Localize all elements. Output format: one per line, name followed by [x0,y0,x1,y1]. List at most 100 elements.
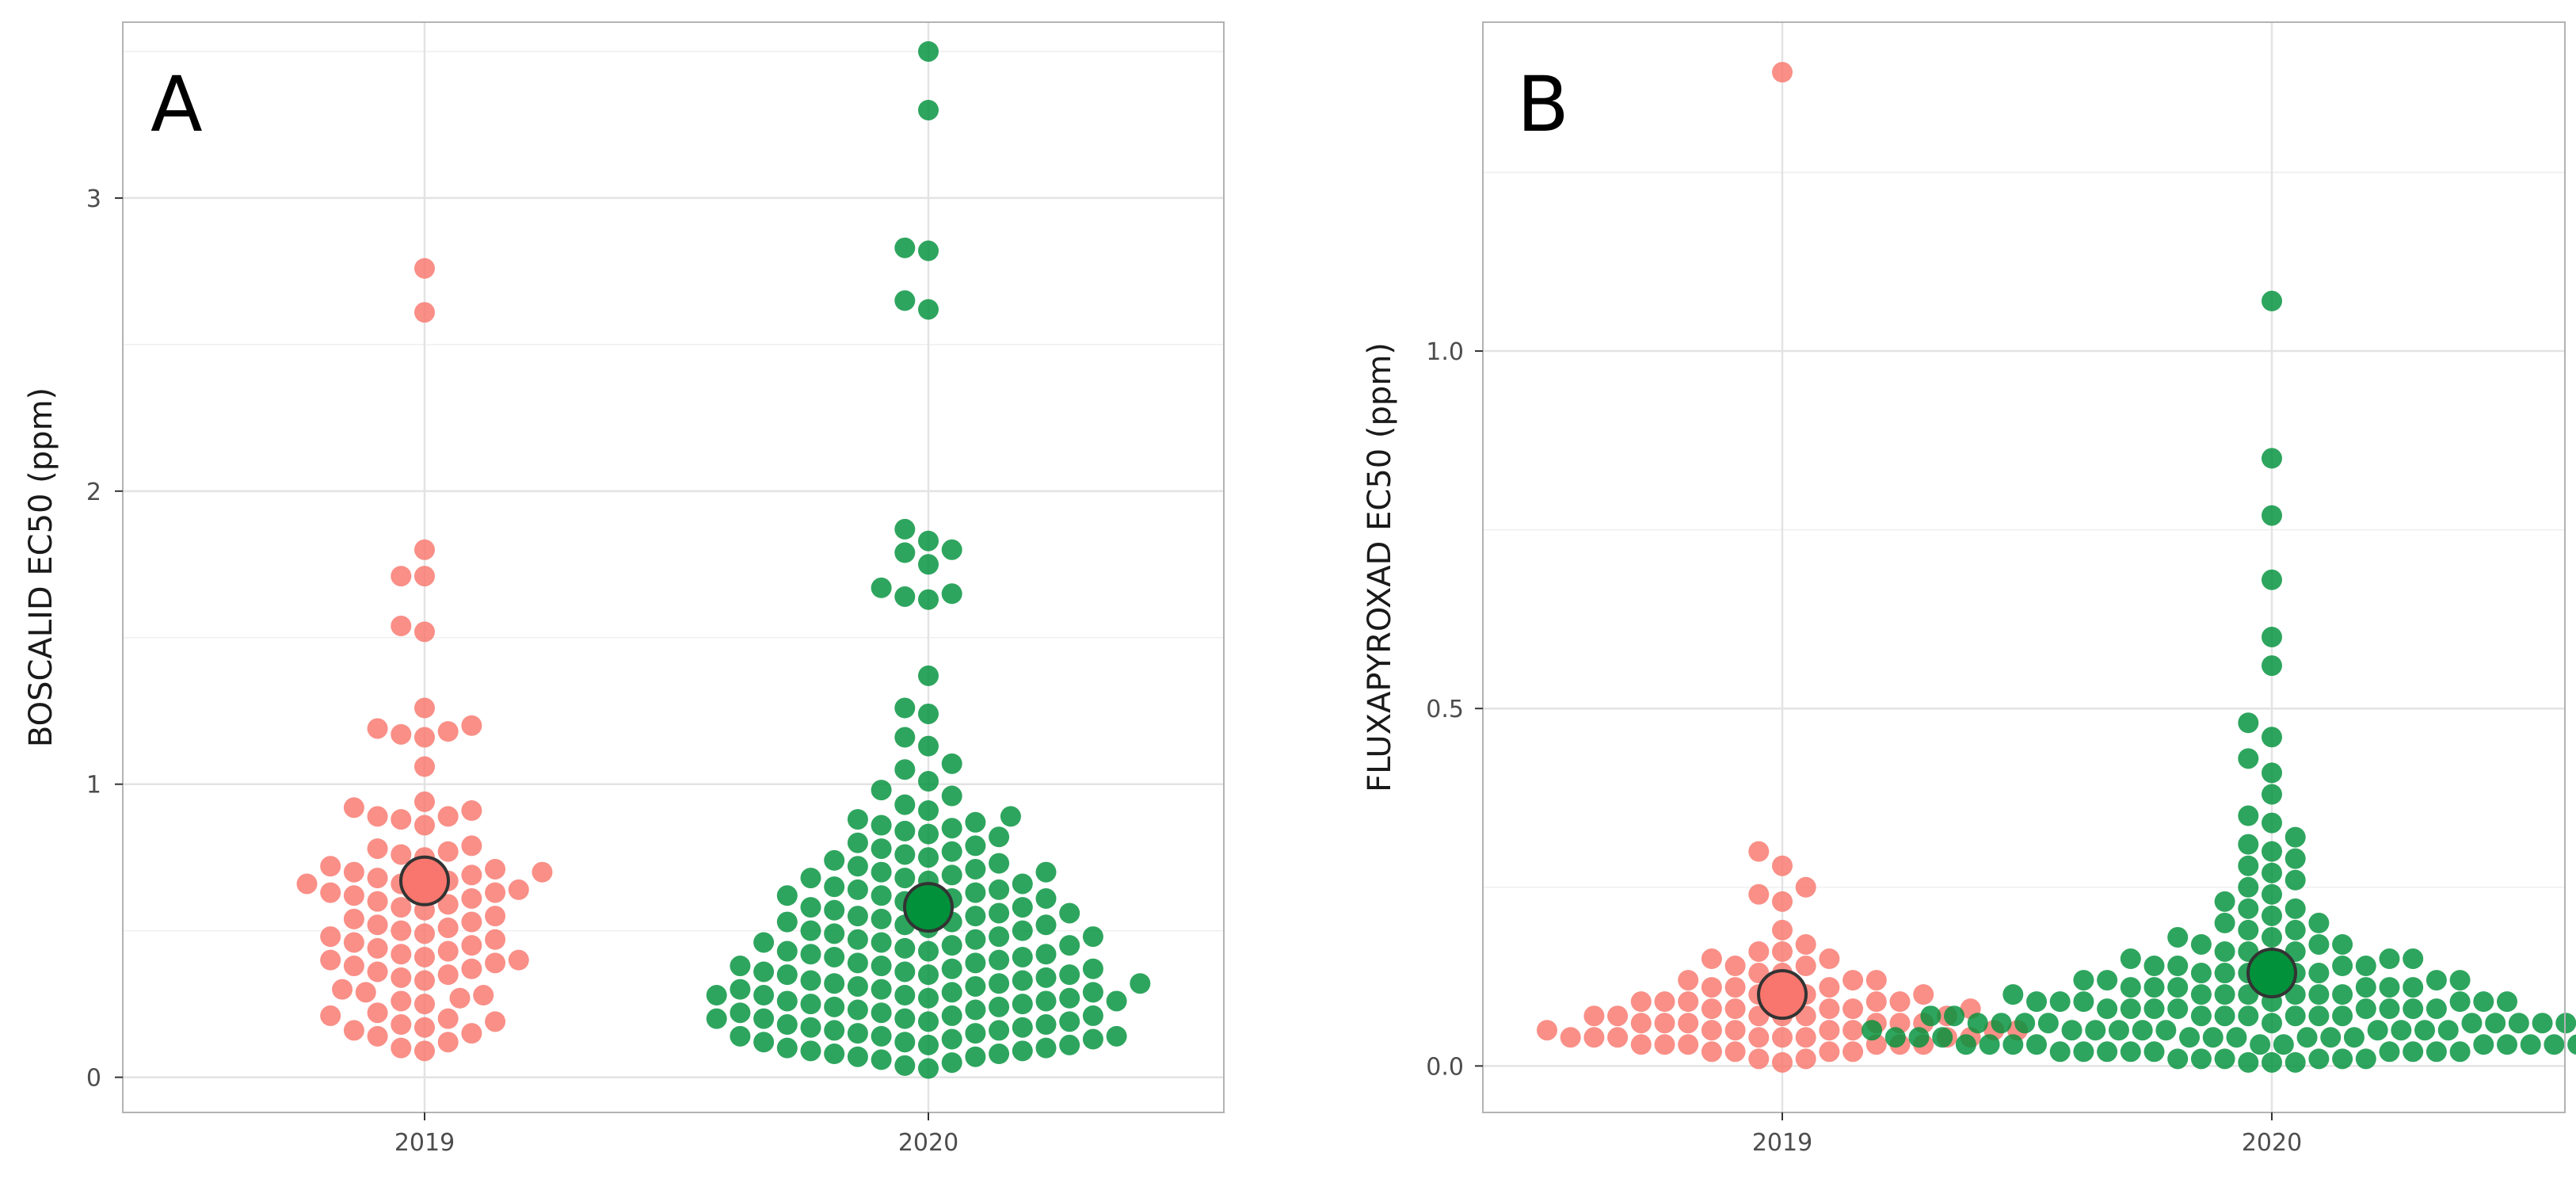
data-point-2020 [1012,946,1033,967]
data-point-2020 [2226,1027,2247,1048]
data-point-2020 [989,826,1010,848]
data-point-2020 [2379,948,2400,970]
data-point-2020 [941,1052,962,1074]
data-point-2019 [320,856,341,877]
data-point-2019 [461,911,482,933]
data-point-2020 [847,856,868,877]
data-point-2020 [2332,956,2353,977]
data-point-2020 [894,759,916,780]
x-tick-label: 2020 [2242,1129,2302,1157]
data-point-2020 [2190,984,2212,1005]
data-point-2020 [2120,1041,2141,1063]
data-point-2020 [871,1025,892,1047]
data-point-2020 [2403,1041,2424,1063]
data-point-2020 [2238,834,2259,855]
data-point-2020 [824,973,845,994]
data-point-2019 [414,1040,435,1062]
data-point-2020 [1862,1020,1883,1041]
data-point-2020 [918,40,939,62]
data-point-2020 [2332,1005,2353,1027]
data-point-2019 [1701,977,1722,998]
data-point-2020 [800,1040,821,1062]
data-point-2020 [2425,970,2447,991]
data-point-2020 [2308,984,2330,1005]
data-point-2020 [2449,1041,2471,1063]
data-point-2020 [847,999,868,1021]
data-point-2020 [2167,977,2189,998]
data-point-2020 [1082,1028,1103,1050]
data-point-2020 [918,1011,939,1032]
data-point-2020 [2238,898,2259,919]
data-point-2019 [1865,970,1887,991]
data-point-2020 [2262,762,2282,784]
data-point-2020 [730,1025,751,1047]
data-point-2020 [2273,1034,2294,1055]
data-point-2020 [2262,812,2282,834]
data-point-2020 [1059,935,1080,956]
data-point-2019 [414,566,435,587]
data-point-2020 [965,929,986,950]
data-point-2020 [2485,1013,2506,1034]
data-point-2019 [343,861,364,883]
data-point-2019 [1748,941,1770,962]
data-point-2020 [918,823,939,845]
data-point-2019 [461,1023,482,1044]
data-point-2019 [343,908,364,929]
data-point-2020 [1082,982,1103,1003]
data-point-2020 [2026,991,2047,1013]
data-point-2020 [1106,1025,1127,1047]
data-point-2020 [2238,748,2259,769]
data-point-2020 [918,987,939,1009]
data-point-2020 [1082,958,1103,979]
data-point-2020 [1035,990,1057,1012]
data-point-2020 [918,99,939,120]
data-point-2020 [941,958,962,979]
data-point-2020 [965,999,986,1021]
data-point-2020 [894,937,916,959]
data-point-2020 [918,941,939,962]
data-point-2020 [1035,914,1057,936]
data-point-2020 [776,941,798,962]
data-point-2020 [824,1044,845,1065]
data-point-2019 [343,932,364,953]
data-point-2020 [894,961,916,982]
data-point-2020 [918,240,939,261]
panel-a-y-axis-label: BOSCALID EC50 (ppm) [23,387,59,747]
panel-b-border [1482,21,2566,1113]
data-point-2020 [918,1034,939,1055]
data-point-2020 [2073,970,2094,991]
data-point-2019 [461,800,482,822]
data-point-2019 [449,987,471,1009]
data-point-2020 [800,994,821,1015]
data-point-2019 [1865,991,1887,1013]
data-point-2019 [485,952,506,974]
data-point-2020 [2238,876,2259,898]
data-point-2020 [2214,1048,2235,1070]
data-point-2020 [871,815,892,836]
data-point-2019 [1654,1013,1675,1034]
data-point-2020 [918,665,939,686]
data-point-2020 [1955,1034,1976,1055]
data-point-2019 [1724,998,1746,1020]
data-point-2020 [989,949,1010,971]
data-point-2020 [706,985,727,1006]
data-point-2020 [2097,998,2118,1020]
data-point-2020 [2449,991,2471,1013]
data-point-2020 [894,697,916,719]
data-point-2019 [414,539,435,560]
data-point-2020 [1012,1017,1033,1038]
data-point-2020 [847,1046,868,1067]
data-point-2020 [2002,984,2024,1005]
data-point-2020 [753,961,775,982]
data-point-2019 [355,982,376,1003]
data-point-2020 [847,879,868,900]
data-point-2020 [847,952,868,974]
data-point-2020 [1884,1027,1906,1048]
data-point-2020 [918,703,939,724]
data-point-2020 [2449,970,2471,991]
panel-b-letter: B [1517,60,1569,149]
data-point-2020 [2190,1048,2212,1070]
data-point-2020 [871,908,892,929]
data-point-2019 [1583,1027,1605,1048]
data-point-2019 [1701,1020,1722,1041]
